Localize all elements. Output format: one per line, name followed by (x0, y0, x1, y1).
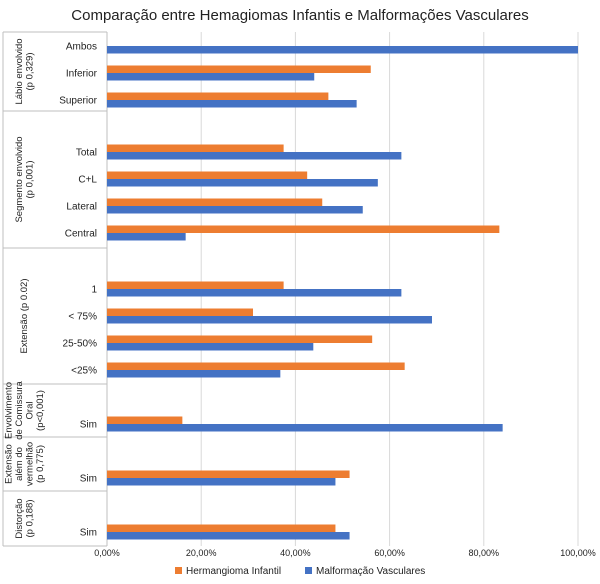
bar-hermangioma (107, 335, 373, 343)
category-label: Inferior (66, 69, 98, 80)
bar-hermangioma (107, 144, 284, 152)
group-label: Extensão (p 0.02) (19, 279, 30, 354)
bar-malformacao (107, 100, 357, 108)
group-label-line: além do (14, 447, 25, 481)
bar-malformacao (107, 343, 314, 351)
bar-malformacao (107, 478, 336, 486)
legend-label-malformacao: Malformação Vasculares (316, 566, 425, 577)
group-label-line: (p 0,329) (24, 52, 35, 90)
bar-malformacao (107, 46, 578, 54)
category-label: C+L (78, 175, 97, 186)
chart-title: Comparação entre Hemagiomas Infantis e M… (71, 7, 528, 24)
bar-malformacao (107, 152, 402, 160)
category-label: Sim (80, 420, 97, 431)
group-label-line: Distorção (14, 498, 25, 538)
bar-hermangioma (107, 65, 371, 73)
group-label: Distorção(p 0,188) (14, 498, 36, 538)
category-label: Total (76, 148, 97, 159)
group-label-line: Extensão (p 0.02) (19, 279, 30, 354)
legend-swatch-hermangioma (175, 567, 182, 574)
x-axis: 0,00% 20,00% 40,00% 60,00% 80,00% 100,00% (94, 548, 596, 558)
category-frame (2, 31, 108, 547)
legend: Hermangioma Infantil Malformação Vascular… (175, 566, 425, 577)
bar-hermangioma (107, 225, 500, 233)
bar-malformacao (107, 370, 281, 378)
category-label: < 75% (68, 312, 97, 323)
group-label-line: (p 0,001) (24, 160, 35, 198)
group-label-line: Segmento envolvido (14, 136, 25, 222)
bar-malformacao (107, 532, 350, 540)
bar-hermangioma (107, 281, 284, 289)
bar-malformacao (107, 424, 503, 432)
bar-malformacao (107, 233, 186, 241)
bar-hermangioma (107, 92, 329, 100)
bar-hermangioma (107, 362, 405, 370)
group-label-line: Lábio envolvido (14, 38, 25, 104)
group-label-line: de Comissura (14, 380, 25, 439)
legend-label-hermangioma: Hermangioma Infantil (186, 566, 281, 577)
category-label: Superior (59, 96, 97, 107)
group-label: Envolvimentode ComissuraOral(p<0,001) (3, 380, 46, 439)
bar-hermangioma (107, 308, 254, 316)
category-label: Lateral (66, 202, 97, 213)
group-label-line: vermelhão (24, 442, 35, 486)
x-tick-label: 40,00% (280, 548, 311, 558)
bar-malformacao (107, 206, 363, 214)
bar-hermangioma (107, 171, 308, 179)
group-label-line: (p 0,775) (35, 445, 46, 483)
group-label-line: (p 0,188) (24, 499, 35, 537)
x-tick-label: 0,00% (94, 548, 120, 558)
category-label: Sim (80, 474, 97, 485)
bar-malformacao (107, 289, 402, 297)
bar-hermangioma (107, 524, 336, 532)
group-label-line: Envolvimento (3, 382, 14, 439)
group-label-line: (p<0,001) (35, 390, 46, 431)
bar-malformacao (107, 316, 432, 324)
category-label: Ambos (66, 42, 97, 53)
group-label-line: Extensão (3, 444, 14, 484)
group-label: Segmento envolvido(p 0,001) (14, 136, 36, 222)
bar-hermangioma (107, 470, 350, 478)
group-label-line: Oral (24, 402, 35, 420)
category-label: Central (65, 229, 97, 240)
x-tick-label: 60,00% (374, 548, 405, 558)
x-tick-label: 100,00% (560, 548, 596, 558)
group-label: Extensãoalém dovermelhão(p 0,775) (3, 442, 46, 486)
bars (107, 46, 578, 540)
category-label: Sim (80, 528, 97, 539)
group-label: Lábio envolvido(p 0,329) (14, 38, 36, 104)
category-label: 1 (91, 285, 97, 296)
bar-hermangioma (107, 416, 183, 424)
legend-swatch-malformacao (305, 567, 312, 574)
bar-hermangioma (107, 198, 323, 206)
bar-malformacao (107, 73, 315, 81)
x-tick-label: 20,00% (186, 548, 217, 558)
x-tick-label: 80,00% (469, 548, 500, 558)
category-label: 25-50% (63, 339, 98, 350)
bar-malformacao (107, 179, 378, 187)
category-label: <25% (71, 366, 97, 377)
